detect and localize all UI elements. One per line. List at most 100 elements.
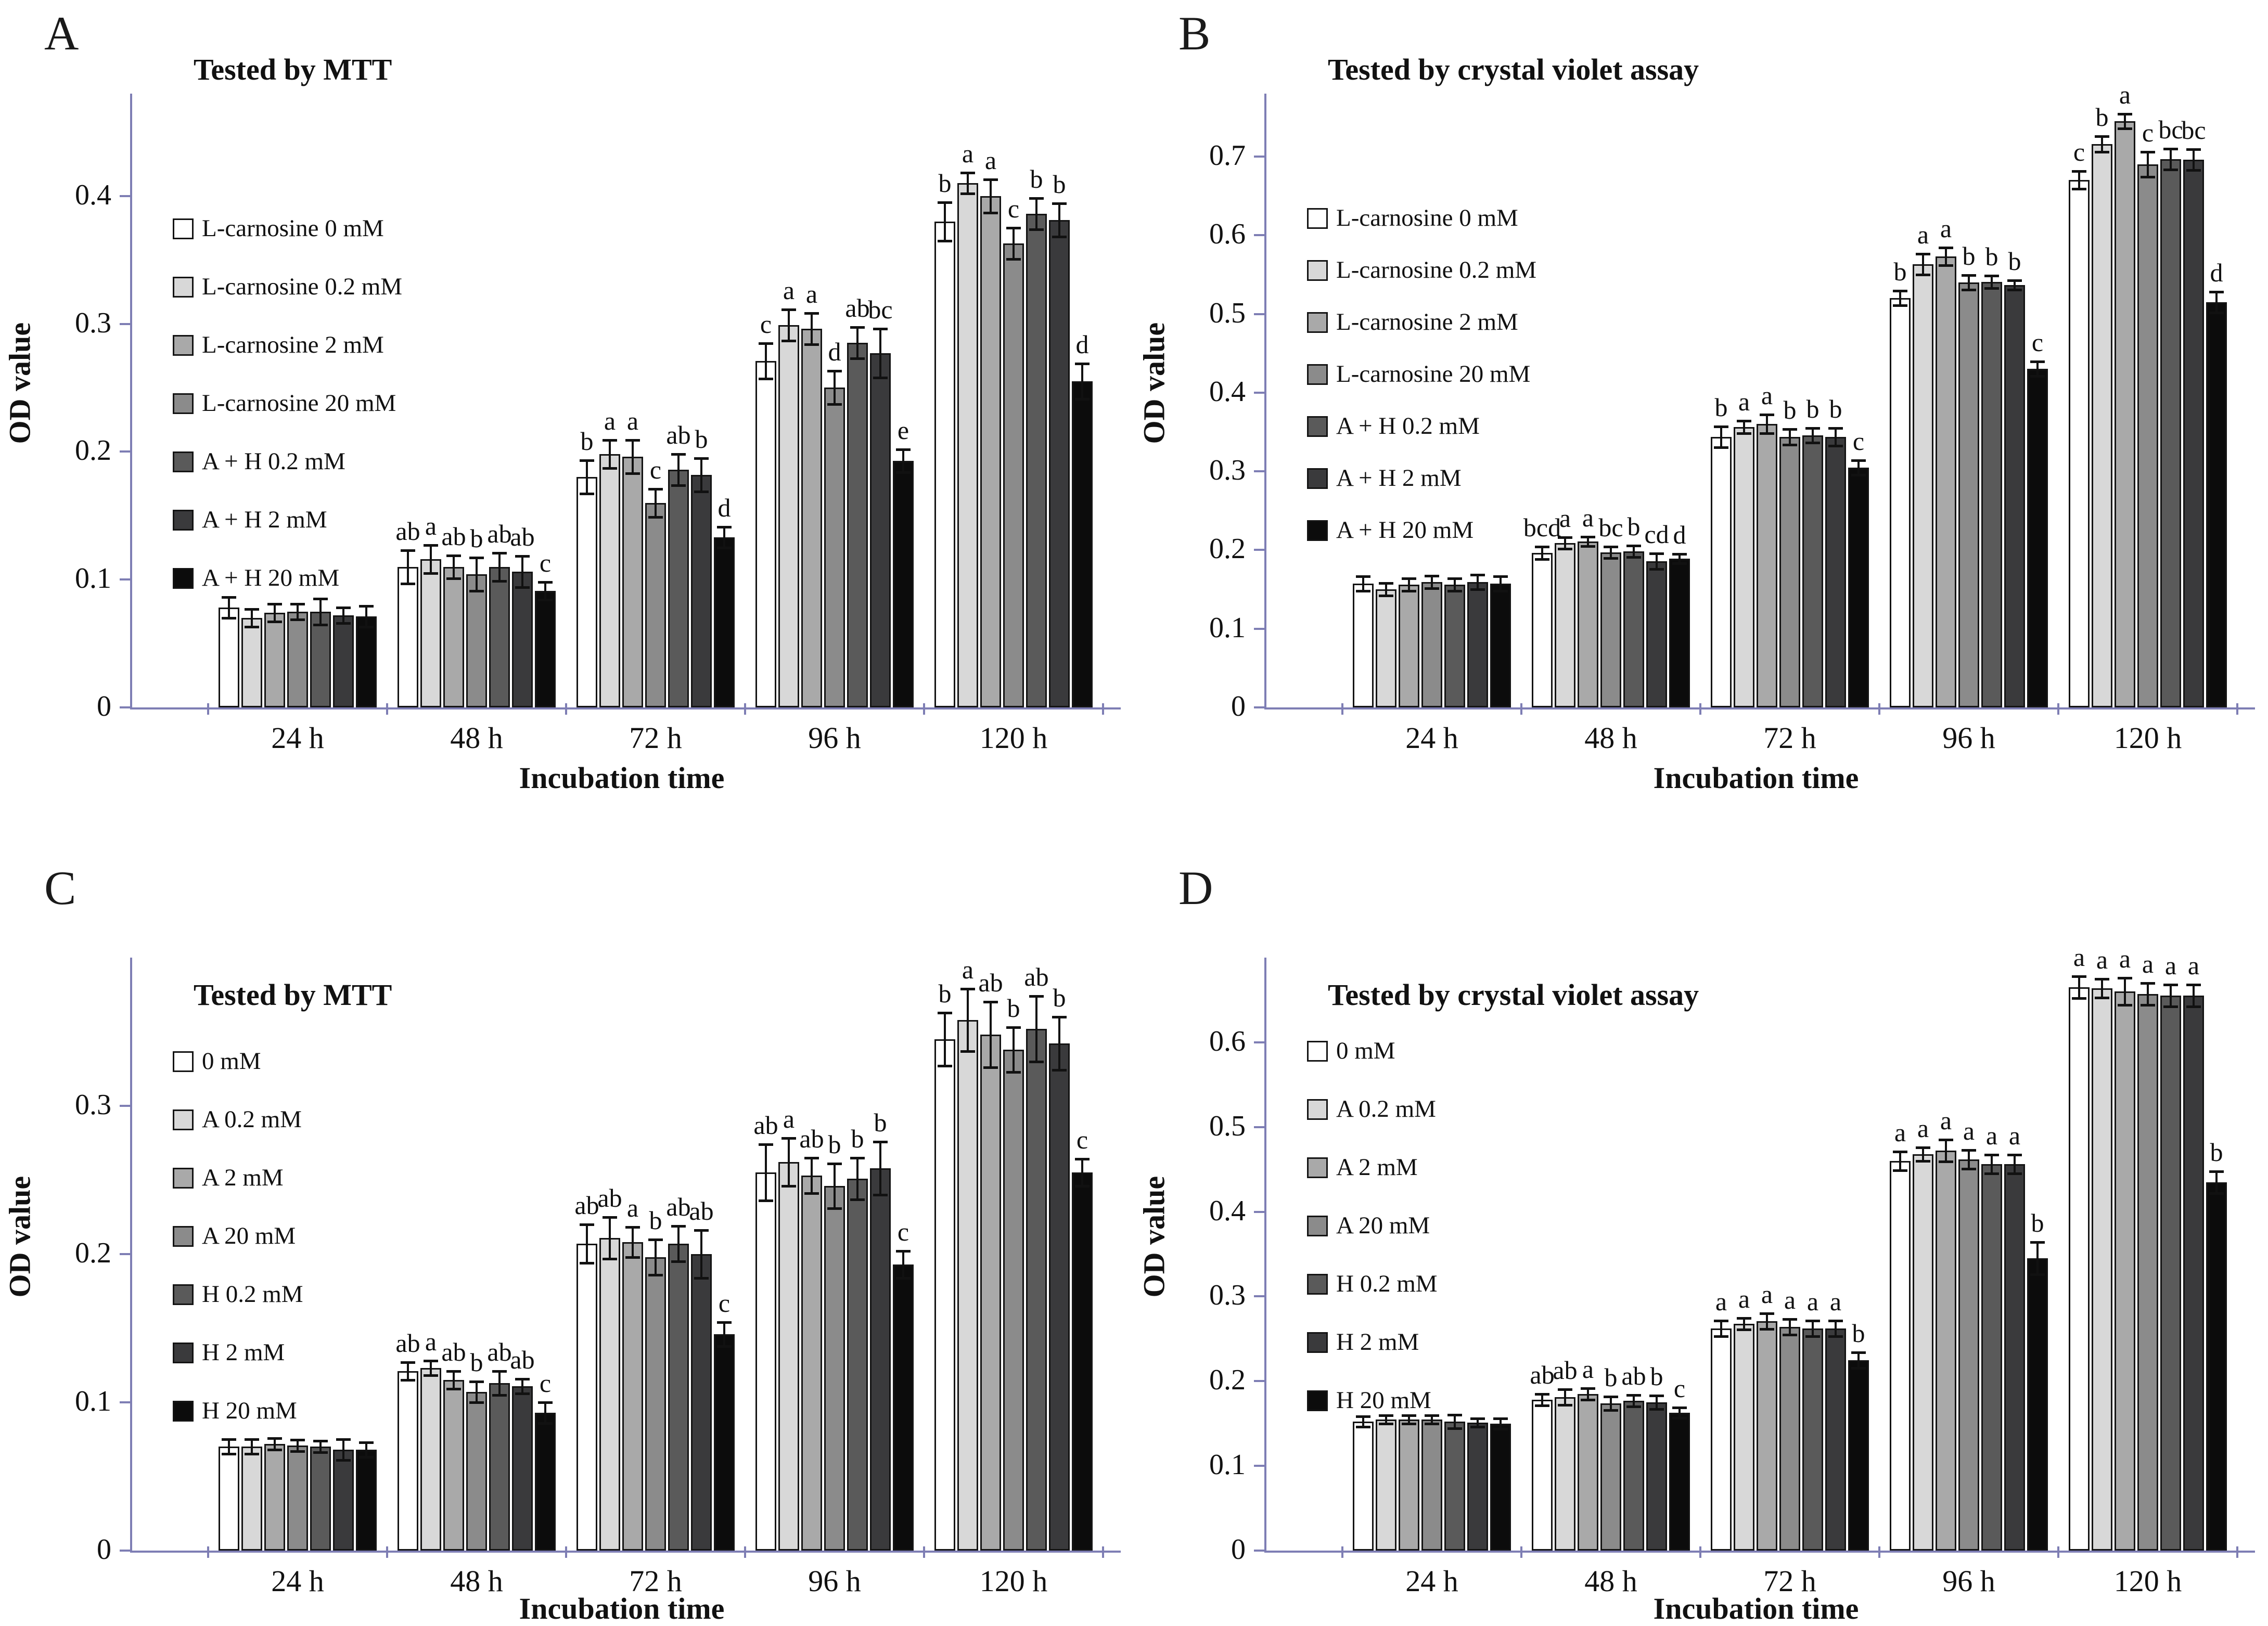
y-tick-mark	[120, 1550, 130, 1552]
error-bar-cap-bottom	[1962, 289, 1976, 291]
error-bar-line	[1477, 1418, 1479, 1427]
legend-item-label: L-carnosine 2 mM	[202, 331, 384, 358]
error-bar-cap-bottom	[267, 1449, 282, 1451]
x-category-label: 120 h	[979, 1564, 1048, 1598]
error-bar-cap-bottom	[1006, 1071, 1021, 1074]
error-bar-cap-bottom	[359, 1456, 374, 1459]
bar-C-72h-s2	[622, 1242, 643, 1551]
bar-C-48h-s3	[466, 1392, 487, 1551]
error-bar-cap-bottom	[1470, 1426, 1485, 1428]
error-bar-cap-bottom	[1916, 274, 1930, 276]
error-bar-line	[609, 1217, 611, 1259]
significance-letter: b	[1053, 983, 1066, 1012]
error-bar-cap-top	[1535, 546, 1549, 548]
error-bar-line	[1766, 415, 1768, 433]
bar-A-120h-s2	[980, 196, 1001, 707]
error-bar-cap-bottom	[983, 1066, 998, 1069]
error-bar-cap-bottom	[1535, 558, 1549, 561]
x-tick-mark	[2057, 1546, 2059, 1558]
error-bar-line	[2170, 985, 2172, 1006]
bar-C-24h-s6	[356, 1450, 377, 1551]
x-tick-mark	[744, 703, 746, 715]
significance-letter: d	[1673, 520, 1686, 549]
error-bar-cap-bottom	[1052, 236, 1067, 238]
error-bar-line	[700, 1230, 702, 1278]
error-bar-cap-top	[603, 1216, 617, 1219]
error-bar-cap-bottom	[2186, 1005, 2201, 1008]
bar-C-96h-s0	[755, 1172, 776, 1551]
chart-title: Tested by MTT	[194, 978, 392, 1012]
error-bar-cap-bottom	[1714, 446, 1728, 449]
error-bar-cap-bottom	[2030, 1273, 2045, 1276]
bar-A-24h-s5	[333, 615, 354, 707]
error-bar-cap-bottom	[1783, 1334, 1797, 1336]
bar-A-24h-s4	[310, 612, 331, 707]
significance-letter: a	[425, 511, 437, 540]
error-bar-cap-bottom	[1760, 1328, 1774, 1331]
bar-D-48h-s0	[1532, 1400, 1553, 1551]
error-bar-cap-top	[267, 1437, 282, 1440]
bar-B-96h-s5	[2004, 285, 2025, 707]
significance-letter: bcd	[1523, 513, 1561, 542]
y-tick-label: 0.3	[75, 1089, 111, 1121]
error-bar-cap-top	[873, 1141, 888, 1143]
error-bar-cap-top	[850, 1157, 865, 1159]
error-bar-cap-top	[424, 544, 438, 547]
error-bar-line	[1720, 427, 1722, 447]
error-bar-line	[407, 1362, 409, 1380]
error-bar-line	[1835, 1321, 1837, 1336]
error-bar-cap-top	[983, 178, 998, 181]
error-bar-cap-bottom	[1893, 304, 1907, 307]
error-bar-line	[1743, 1318, 1745, 1330]
bar-C-96h-s6	[893, 1264, 914, 1551]
bar-B-120h-s4	[2160, 159, 2181, 707]
x-category-label: 24 h	[1405, 1564, 1458, 1598]
bar-A-72h-s1	[599, 454, 620, 707]
bar-C-96h-s5	[870, 1168, 891, 1551]
error-bar-cap-bottom	[290, 1450, 305, 1453]
significance-letter: b	[1030, 164, 1043, 193]
error-bar-cap-bottom	[694, 1277, 709, 1280]
bar-B-120h-s0	[2069, 180, 2090, 707]
bar-C-24h-s1	[241, 1447, 262, 1551]
legend-swatch	[1307, 260, 1328, 281]
legend-swatch	[173, 1051, 194, 1072]
x-tick-mark	[565, 703, 567, 715]
error-bar-cap-bottom	[1851, 1367, 1866, 1370]
error-bar-cap-bottom	[1893, 1169, 1907, 1172]
error-bar-line	[1899, 1152, 1901, 1170]
error-bar-cap-bottom	[1447, 1427, 1462, 1430]
error-bar-cap-bottom	[222, 1453, 236, 1455]
error-bar-cap-bottom	[1470, 588, 1485, 591]
error-bar-line	[521, 556, 523, 587]
error-bar-cap-bottom	[2163, 1005, 2178, 1008]
error-bar-line	[1789, 429, 1791, 445]
error-bar-line	[765, 343, 767, 379]
bar-A-72h-s2	[622, 457, 643, 707]
bar-A-96h-s6	[893, 461, 914, 707]
error-bar-line	[430, 1361, 432, 1375]
chart-title: Tested by crystal violet assay	[1328, 978, 1699, 1012]
error-bar-cap-bottom	[2163, 169, 2178, 171]
error-bar-line	[2036, 1242, 2039, 1274]
error-bar-cap-top	[1006, 227, 1021, 229]
bar-B-72h-s6	[1848, 468, 1869, 707]
error-bar-cap-top	[1626, 1394, 1641, 1397]
y-tick-mark	[120, 1253, 130, 1255]
error-bar-cap-bottom	[313, 624, 328, 626]
bar-B-120h-s3	[2137, 164, 2158, 707]
error-bar-line	[1991, 1155, 1993, 1173]
error-bar-cap-top	[1893, 1151, 1907, 1153]
error-bar-cap-top	[960, 988, 975, 990]
error-bar-cap-bottom	[873, 377, 888, 379]
error-bar-cap-top	[1783, 1318, 1797, 1321]
significance-letter: a	[1985, 1121, 1998, 1150]
error-bar-cap-top	[1962, 274, 1976, 277]
panel-D: D 0 mM A 0.2 mM A 2 mM A 20 mM H 0.2 mM H 2 m…	[1134, 812, 2268, 1625]
bar-D-48h-s1	[1555, 1397, 1575, 1551]
error-bar-cap-top	[1379, 582, 1393, 585]
bar-D-120h-s5	[2183, 996, 2204, 1551]
y-tick-mark	[120, 578, 130, 581]
bar-C-48h-s1	[420, 1368, 441, 1551]
significance-letter: a	[962, 139, 974, 168]
